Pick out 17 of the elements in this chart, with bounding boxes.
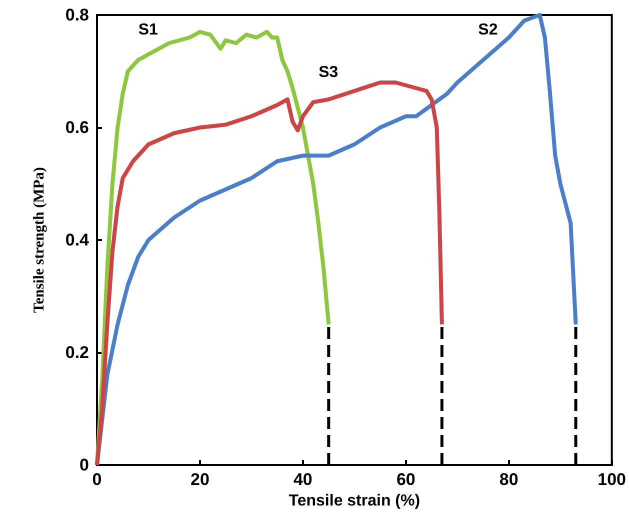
y-tick-label: 0.8 xyxy=(65,6,89,24)
y-axis-title: Tensile strength (MPa) xyxy=(32,167,48,313)
line-series xyxy=(95,80,444,467)
x-axis-title: Tensile strain (%) xyxy=(288,492,420,510)
x-tick-label: 60 xyxy=(396,470,416,489)
series-label: S3 xyxy=(318,64,338,81)
x-tick-label: 80 xyxy=(499,470,518,489)
y-tick-label: 0.4 xyxy=(65,230,90,250)
y-tick-label: 0.6 xyxy=(65,118,89,137)
series-label: S1 xyxy=(138,22,158,38)
x-tick-label: 0 xyxy=(92,470,102,489)
x-tick-label: 100 xyxy=(598,470,626,489)
series-label: S2 xyxy=(478,22,498,38)
x-tick-label: 40 xyxy=(293,470,312,489)
y-tick-label: 0 xyxy=(80,456,89,474)
x-tick-label: 20 xyxy=(190,470,210,489)
y-tick-label: 0.2 xyxy=(65,343,89,362)
